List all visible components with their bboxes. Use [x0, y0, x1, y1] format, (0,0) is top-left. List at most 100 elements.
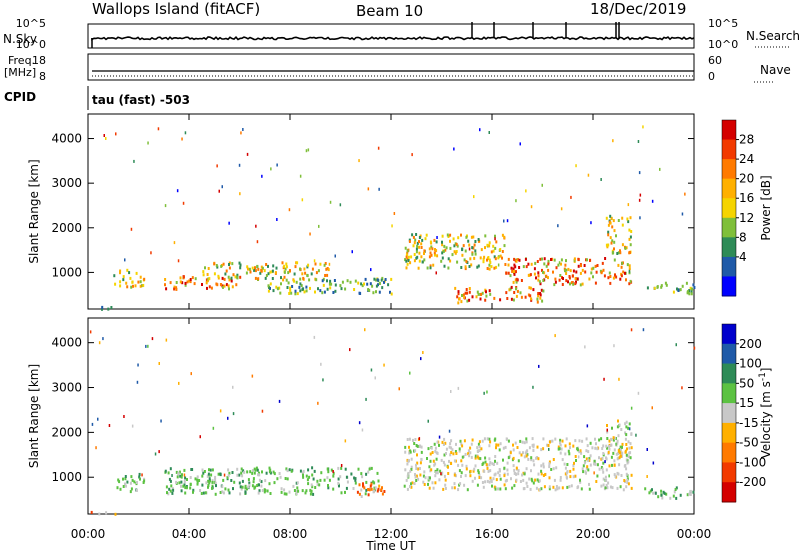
echo-cell — [233, 480, 236, 484]
echo-cell — [494, 455, 497, 458]
echo-cell — [488, 289, 491, 293]
echo-cell — [129, 276, 132, 280]
echo-cell — [469, 257, 472, 261]
echo-cell — [547, 268, 550, 272]
echo-cell — [522, 265, 525, 269]
echo-cell — [602, 477, 605, 481]
echo-cell — [319, 262, 322, 266]
echo-cell — [427, 419, 429, 423]
echo-cell — [443, 244, 446, 248]
echo-cell — [173, 241, 176, 245]
echo-cell — [95, 446, 97, 450]
echo-cell — [458, 469, 461, 473]
echo-cell — [415, 474, 418, 478]
echo-cell — [627, 220, 630, 224]
echo-cell — [239, 275, 242, 279]
freq-tick-bottom: 8 — [39, 70, 46, 83]
echo-cell — [618, 463, 621, 467]
echo-cell — [122, 278, 125, 282]
y-tick-label: 3000 — [51, 176, 82, 190]
echo-cell — [623, 464, 626, 468]
echo-cell — [408, 437, 411, 441]
echo-cell — [592, 275, 594, 279]
echo-cell — [474, 249, 477, 253]
echo-cell — [606, 428, 608, 432]
echo-cell — [441, 234, 444, 238]
echo-cell — [435, 249, 438, 253]
echo-cell — [512, 456, 515, 460]
echo-cell — [622, 488, 625, 492]
echo-cell — [607, 230, 610, 234]
echo-cell — [322, 378, 324, 382]
echo-cell — [432, 263, 435, 267]
echo-cell — [540, 469, 543, 473]
echo-cell — [319, 289, 322, 293]
echo-cell — [505, 437, 508, 441]
echo-cell — [459, 482, 462, 486]
echo-cell — [258, 478, 261, 482]
echo-cell — [238, 481, 241, 485]
echo-cell — [368, 488, 371, 492]
echo-cell — [433, 463, 436, 467]
echo-cell — [663, 491, 666, 495]
echo-cell — [372, 291, 375, 295]
echo-cell — [630, 406, 633, 410]
echo-cell — [572, 464, 575, 467]
echo-cell — [560, 262, 562, 266]
echo-cell — [625, 425, 628, 429]
echo-cell — [619, 249, 621, 253]
echo-cell — [182, 201, 185, 205]
echo-cell — [147, 344, 149, 348]
echo-cell — [214, 475, 217, 479]
echo-cell — [251, 471, 254, 475]
echo-cell — [409, 371, 411, 375]
echo-cell — [503, 474, 506, 478]
echo-cell — [182, 275, 185, 279]
echo-cell — [239, 266, 242, 270]
echo-cell — [295, 489, 298, 493]
echo-cell — [337, 477, 340, 481]
echo-cell — [242, 128, 244, 131]
echo-cell — [548, 485, 551, 489]
echo-cell — [248, 481, 251, 485]
echo-cell — [625, 485, 628, 489]
echo-cell — [246, 487, 248, 491]
echo-cell — [314, 486, 317, 489]
echo-cell — [618, 423, 621, 427]
echo-cell — [230, 479, 233, 482]
x-tick-label: 00:00 — [71, 527, 106, 541]
echo-cell — [532, 481, 535, 485]
echo-cell — [621, 451, 624, 455]
echo-cell — [627, 482, 630, 486]
colorbar-segment — [722, 422, 736, 444]
echo-cell — [256, 484, 259, 487]
echo-cell — [344, 467, 347, 471]
freq-tick-top: 18 — [32, 54, 46, 67]
echo-cell — [416, 244, 419, 248]
echo-cell — [513, 291, 516, 294]
echo-cell — [622, 270, 625, 274]
echo-cell — [613, 240, 616, 244]
echo-cell — [315, 271, 318, 275]
echo-cell — [260, 265, 263, 269]
echo-cell — [378, 187, 380, 191]
echo-cell — [302, 287, 305, 291]
echo-cell — [664, 281, 667, 285]
echo-cell — [431, 247, 434, 251]
echo-cell — [473, 243, 476, 247]
echo-cell — [357, 281, 360, 285]
echo-cell — [529, 273, 532, 277]
echo-cell — [608, 474, 610, 478]
echo-cell — [260, 480, 263, 484]
echo-cell — [692, 283, 695, 287]
echo-cell — [242, 469, 245, 473]
echo-cell — [493, 485, 496, 489]
echo-cell — [364, 328, 366, 332]
echo-cell — [615, 275, 618, 279]
echo-cell — [207, 484, 210, 487]
echo-cell — [441, 243, 444, 247]
echo-cell — [453, 244, 456, 248]
echo-cell — [468, 265, 471, 268]
echo-cell — [611, 251, 614, 255]
echo-cell — [476, 483, 479, 487]
